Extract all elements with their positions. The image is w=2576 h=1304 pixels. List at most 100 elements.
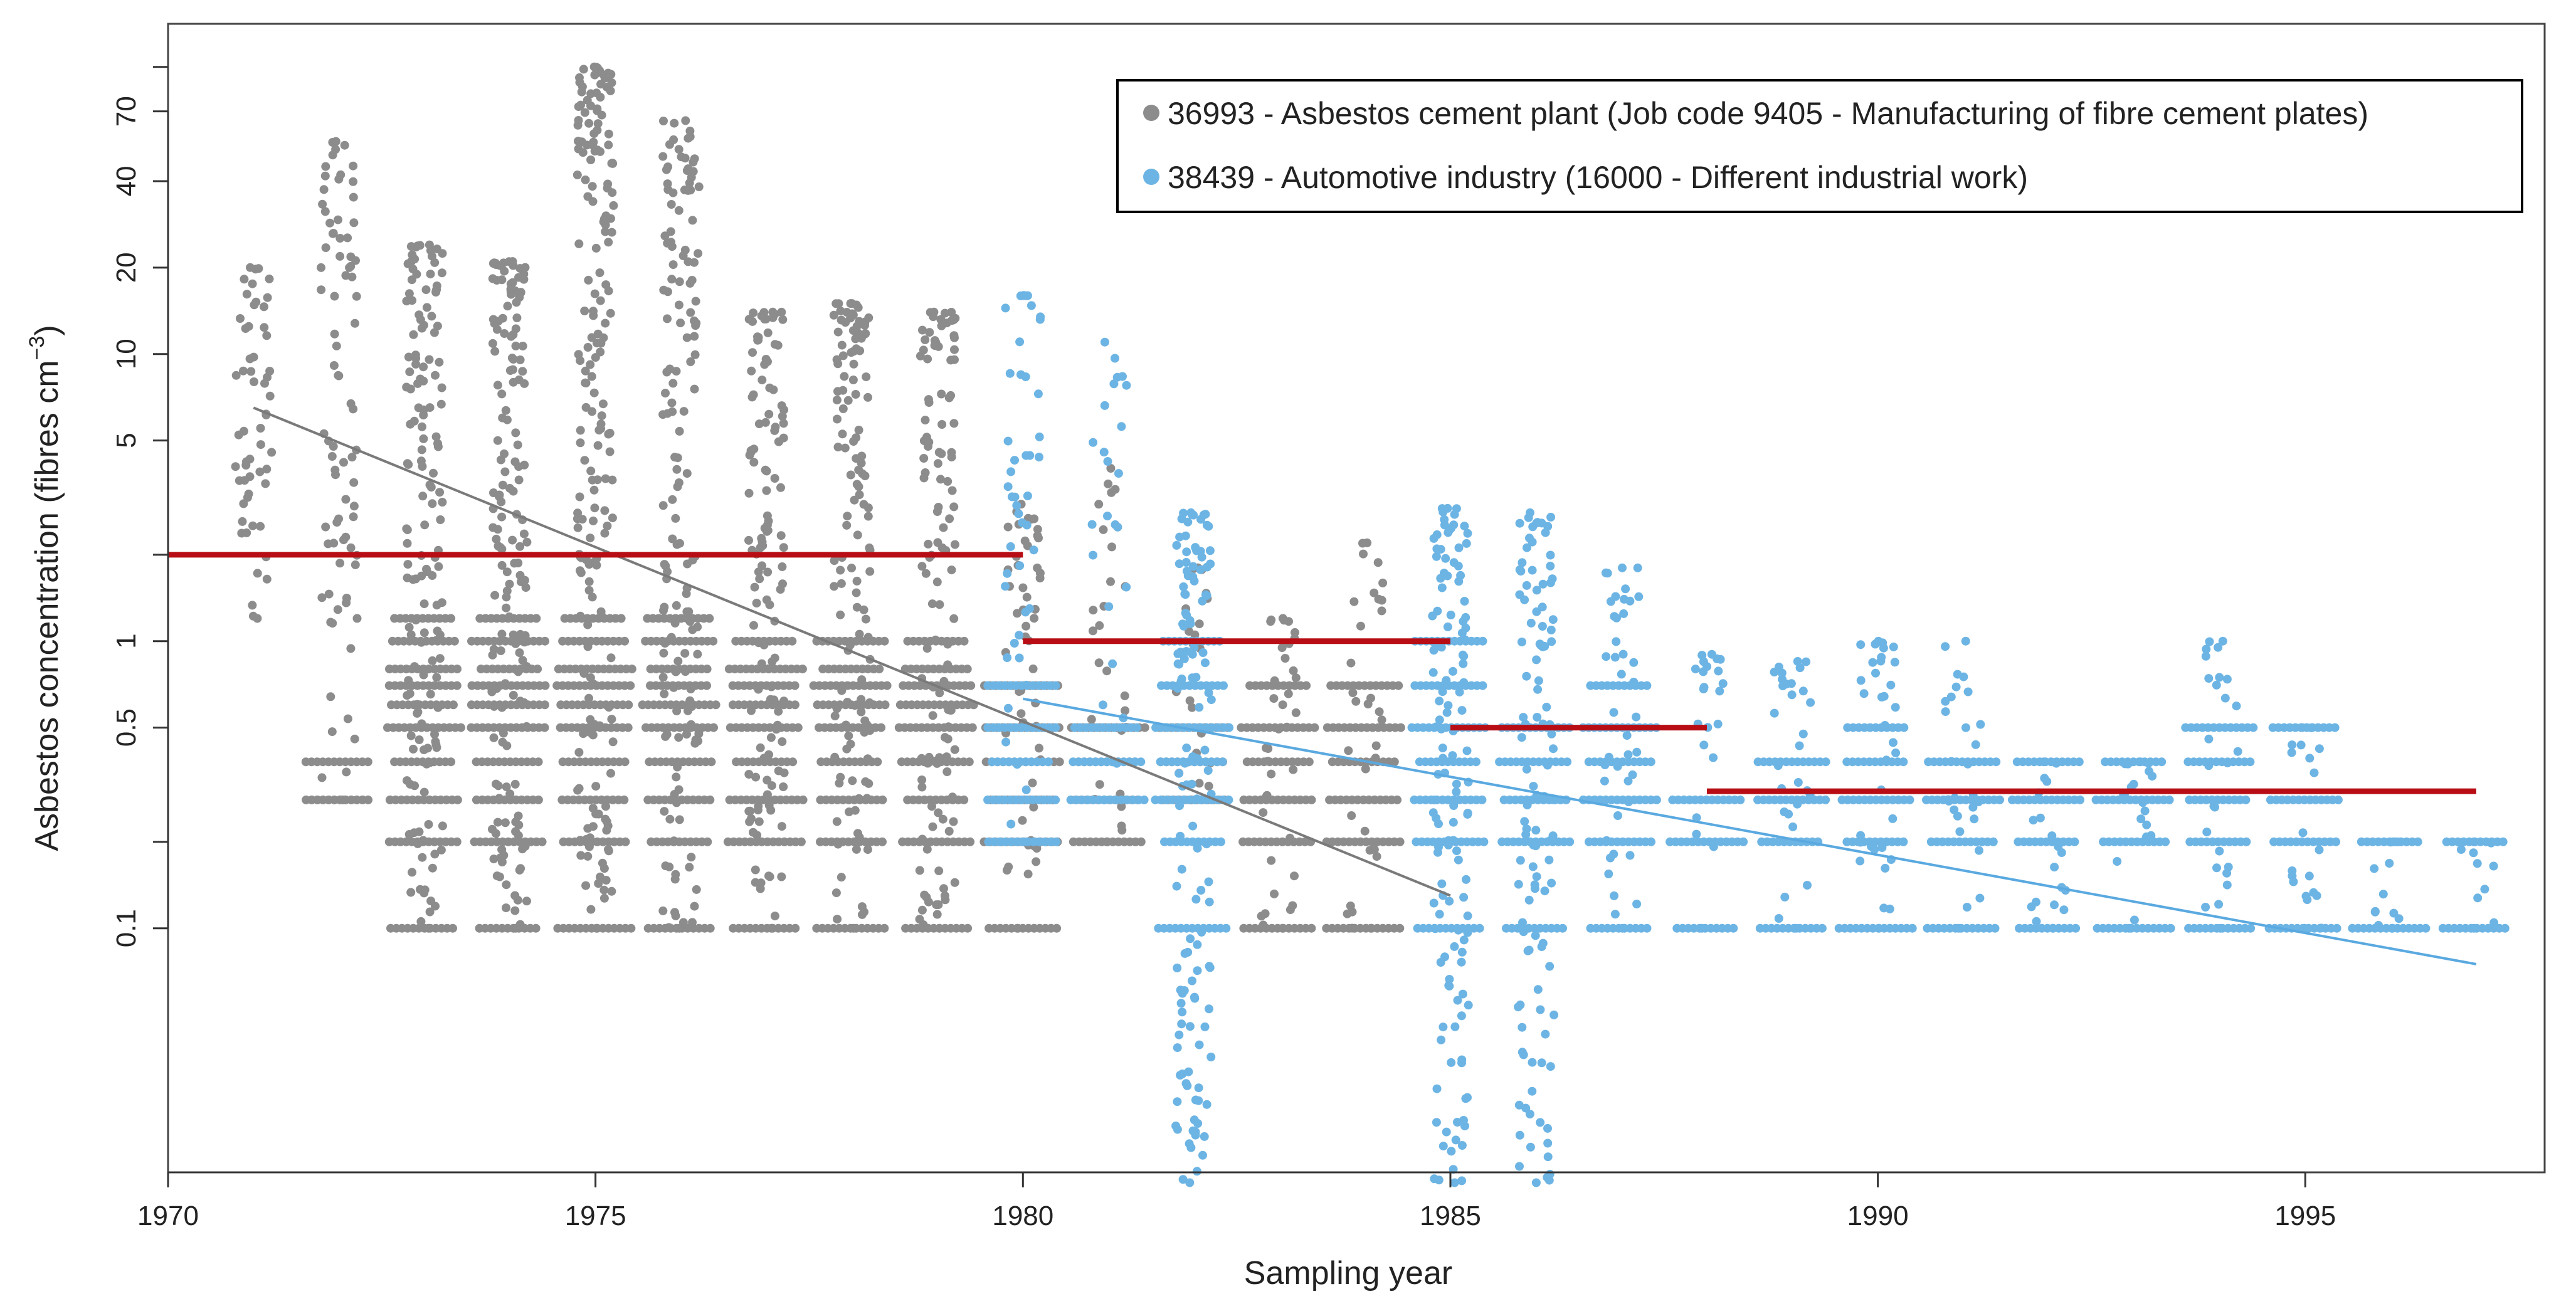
data-point	[687, 720, 696, 729]
data-point	[931, 635, 940, 644]
data-point	[1618, 923, 1627, 933]
data-point	[2050, 900, 2059, 910]
data-point	[453, 665, 462, 674]
data-point	[791, 923, 800, 933]
data-point	[1440, 952, 1449, 962]
data-point	[966, 837, 975, 846]
data-point	[1203, 766, 1213, 775]
data-point	[1974, 797, 1983, 807]
data-point	[606, 769, 615, 778]
data-point	[515, 355, 525, 364]
data-point	[2215, 923, 2225, 933]
data-point	[1524, 895, 1534, 905]
data-point	[540, 723, 549, 732]
data-point	[497, 275, 507, 285]
data-point	[1205, 546, 1215, 555]
data-point	[1451, 1135, 1460, 1145]
data-point	[1543, 1152, 1553, 1162]
data-point	[919, 454, 929, 463]
data-point	[2389, 908, 2399, 918]
data-point	[1111, 485, 1120, 494]
data-point	[1450, 1178, 1459, 1187]
data-point	[601, 73, 611, 82]
data-point	[770, 912, 779, 921]
data-point	[778, 315, 788, 324]
data-point	[861, 777, 870, 786]
data-point	[541, 636, 549, 646]
data-point	[500, 266, 509, 276]
data-point	[1604, 752, 1613, 762]
data-point	[598, 858, 607, 868]
data-point	[1623, 750, 1633, 759]
data-point	[509, 486, 518, 496]
data-point	[1798, 729, 1808, 739]
data-point	[1541, 1029, 1550, 1039]
data-point	[1191, 673, 1201, 682]
data-point	[1013, 760, 1022, 769]
data-point	[671, 513, 680, 523]
data-point	[319, 185, 329, 194]
data-point	[1175, 769, 1184, 778]
data-point	[606, 86, 615, 95]
data-point	[779, 405, 789, 414]
data-point	[1132, 723, 1141, 732]
data-point	[1136, 757, 1146, 767]
data-point	[580, 108, 589, 117]
data-point	[2212, 680, 2221, 690]
data-point	[837, 340, 847, 350]
data-point	[763, 776, 772, 785]
data-point	[593, 119, 603, 129]
data-point	[1538, 622, 1547, 631]
data-point	[1088, 626, 1097, 636]
data-point	[863, 392, 872, 402]
data-point	[349, 404, 358, 414]
data-point	[1532, 586, 1541, 595]
data-point	[1186, 934, 1195, 944]
data-point	[1610, 910, 1620, 919]
data-point	[1477, 795, 1487, 804]
data-point	[603, 184, 612, 193]
data-point	[1349, 597, 1359, 606]
x-tick-label: 1995	[2274, 1201, 2336, 1231]
data-point	[2204, 761, 2214, 770]
data-point	[234, 430, 243, 439]
data-point	[496, 646, 505, 655]
data-point	[1709, 842, 1718, 851]
data-point	[1457, 1058, 1466, 1068]
data-point	[1463, 1093, 1472, 1102]
data-point	[1219, 681, 1228, 690]
data-point	[1521, 830, 1531, 839]
data-point	[514, 667, 523, 676]
data-point	[1429, 898, 1438, 908]
data-point	[694, 729, 704, 739]
data-point	[605, 447, 615, 456]
data-point	[1375, 707, 1384, 717]
data-point	[431, 432, 441, 441]
data-point	[601, 474, 610, 483]
data-point	[1200, 745, 1210, 755]
data-point	[1195, 703, 1204, 712]
data-point	[621, 837, 630, 846]
data-point	[425, 240, 434, 250]
data-point	[763, 567, 773, 577]
data-point	[945, 705, 954, 715]
data-point	[862, 372, 871, 382]
data-point	[1044, 757, 1053, 767]
data-point	[2035, 813, 2045, 823]
data-point	[574, 137, 583, 146]
data-point	[1941, 697, 1950, 706]
data-point	[511, 639, 520, 648]
data-point	[681, 116, 690, 125]
data-point	[510, 906, 520, 915]
data-point	[1547, 878, 1556, 888]
data-point	[1449, 558, 1459, 567]
y-tick-label: 5	[111, 433, 142, 448]
data-point	[749, 444, 759, 454]
data-point	[681, 667, 690, 676]
data-point	[408, 868, 417, 877]
data-point	[1372, 852, 1381, 861]
data-point	[880, 636, 889, 646]
data-point	[420, 745, 429, 754]
data-point	[1782, 680, 1792, 688]
data-point	[2215, 673, 2224, 682]
